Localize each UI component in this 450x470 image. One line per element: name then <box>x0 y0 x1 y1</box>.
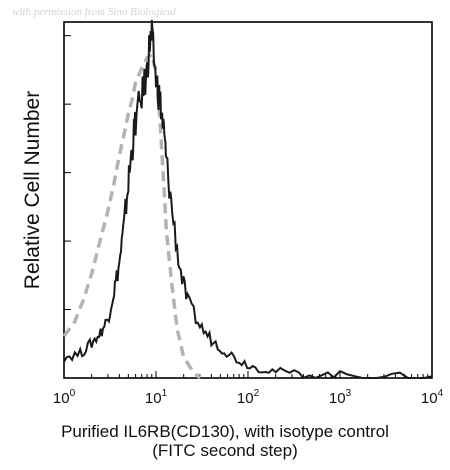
isotype-control-curve <box>62 51 202 380</box>
x-axis-label: Purified IL6RB(CD130), with isotype cont… <box>0 422 450 460</box>
il6rb-stained-curve <box>63 19 433 380</box>
x-axis-label-line1: Purified IL6RB(CD130), with isotype cont… <box>61 422 389 441</box>
series-layer <box>62 19 433 380</box>
x-tick-label: 104 <box>421 388 444 407</box>
plot-frame <box>63 21 433 379</box>
x-tick-label: 103 <box>329 388 352 407</box>
x-tick-labels: 100 101 102 103 104 <box>53 388 444 407</box>
x-tick-label: 102 <box>237 388 260 407</box>
axis-ticks <box>63 35 433 379</box>
x-axis-label-line2: (FITC second step) <box>152 441 298 460</box>
x-tick-label: 101 <box>145 388 168 407</box>
watermark: with permission from Sino Biological <box>12 6 176 18</box>
y-axis-label: Relative Cell Number <box>21 90 44 290</box>
x-tick-label: 100 <box>53 388 76 407</box>
